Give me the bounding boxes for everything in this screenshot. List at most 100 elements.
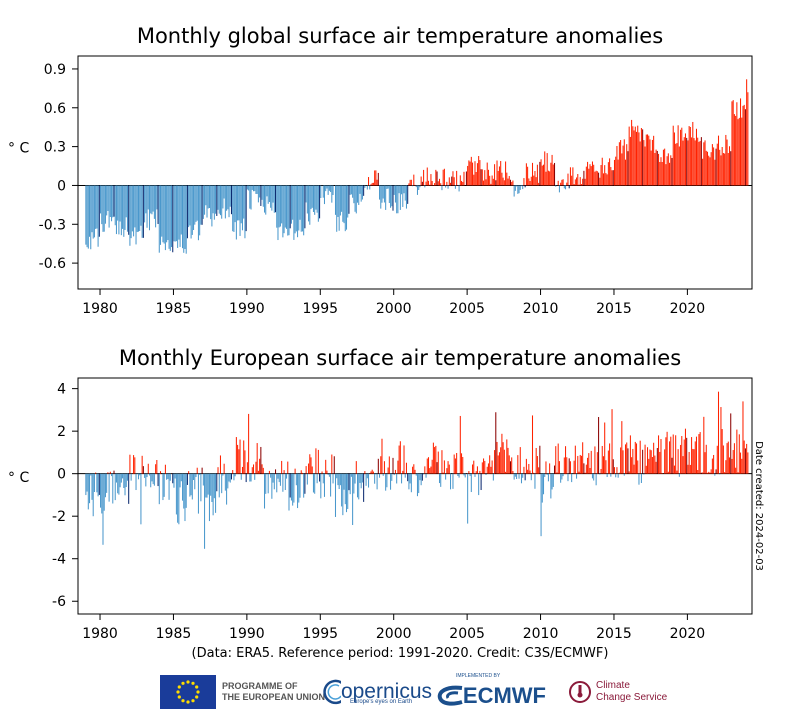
monthly-anomaly-bar (727, 153, 729, 186)
monthly-anomaly-bar (185, 473, 187, 508)
monthly-anomaly-bar (413, 174, 415, 186)
monthly-anomaly-bar (556, 472, 558, 474)
data-credit: (Data: ERA5. Reference period: 1991-2020… (191, 646, 609, 661)
monthly-anomaly-bar (288, 185, 290, 236)
monthly-anomaly-bar (372, 471, 374, 474)
monthly-anomaly-bar (396, 473, 398, 484)
monthly-anomaly-bar (283, 185, 285, 234)
monthly-anomaly-bar (241, 466, 244, 474)
eu-logo: PROGRAMME OF THE EUROPEAN UNION (160, 672, 325, 712)
monthly-anomaly-bar (85, 473, 87, 496)
monthly-anomaly-bar (446, 181, 448, 186)
monthly-anomaly-bar (139, 473, 141, 476)
monthly-anomaly-bar (557, 443, 559, 474)
monthly-anomaly-bar (579, 454, 581, 474)
plot-frame (77, 377, 753, 615)
monthly-anomaly-bar (191, 185, 193, 235)
monthly-anomaly-bar (100, 185, 102, 214)
monthly-anomaly-bar (490, 466, 492, 474)
monthly-anomaly-bar (443, 460, 445, 474)
monthly-anomaly-bar (392, 457, 394, 474)
monthly-anomaly-bar (502, 177, 504, 186)
monthly-anomaly-bar (364, 471, 366, 474)
monthly-anomaly-bar (119, 473, 121, 488)
monthly-anomaly-bar (279, 473, 281, 486)
c3s-text-line1: Climate (596, 680, 630, 691)
monthly-anomaly-bar (640, 473, 642, 484)
monthly-anomaly-bar (669, 441, 671, 474)
monthly-anomaly-bar (383, 185, 385, 203)
monthly-anomaly-bar (593, 473, 595, 481)
monthly-anomaly-bar (323, 185, 325, 205)
monthly-anomaly-bar (584, 178, 586, 186)
monthly-anomaly-bar (150, 185, 152, 214)
monthly-anomaly-bar (195, 473, 197, 478)
monthly-anomaly-bar (257, 470, 259, 474)
monthly-anomaly-bar (449, 473, 452, 490)
monthly-anomaly-bar (453, 177, 455, 186)
monthly-anomaly-bar (580, 184, 582, 186)
monthly-anomaly-bar (229, 185, 231, 207)
monthly-anomaly-bar (120, 473, 122, 483)
monthly-anomaly-bar (464, 473, 466, 478)
monthly-anomaly-bar (427, 457, 430, 474)
monthly-anomaly-bar (361, 185, 363, 200)
monthly-anomaly-bar (114, 185, 116, 226)
monthly-anomaly-bar (325, 185, 327, 192)
monthly-anomaly-bar (309, 185, 311, 225)
monthly-anomaly-bar (591, 473, 593, 479)
monthly-anomaly-bar (683, 137, 685, 186)
monthly-anomaly-bar (722, 445, 724, 474)
monthly-anomaly-bar (122, 185, 124, 229)
monthly-anomaly-bar (542, 473, 545, 495)
monthly-anomaly-bar (317, 449, 319, 474)
monthly-anomaly-bar (322, 473, 324, 484)
monthly-anomaly-bar (503, 449, 505, 474)
monthly-anomaly-bar (396, 185, 398, 214)
monthly-anomaly-bar (730, 413, 732, 474)
monthly-anomaly-bar (169, 185, 171, 251)
monthly-anomaly-bar (301, 472, 303, 474)
monthly-anomaly-bar (402, 470, 404, 474)
monthly-anomaly-bar (486, 466, 488, 474)
monthly-anomaly-bar (576, 473, 578, 479)
monthly-anomaly-bar (691, 137, 693, 186)
monthly-anomaly-bar (458, 473, 460, 478)
monthly-anomaly-bar (230, 473, 232, 480)
monthly-anomaly-bar (251, 467, 253, 474)
monthly-anomaly-bar (552, 164, 554, 186)
monthly-anomaly-bar (293, 473, 295, 503)
monthly-anomaly-bar (483, 180, 485, 186)
monthly-anomaly-bar (267, 473, 269, 494)
monthly-anomaly-bar (479, 470, 481, 474)
monthly-anomaly-bar (509, 179, 511, 186)
monthly-anomaly-bar (677, 125, 679, 186)
monthly-anomaly-bar (228, 185, 230, 218)
y-tick-label: -4 (52, 552, 66, 568)
monthly-anomaly-bar (158, 185, 160, 253)
monthly-anomaly-bar (414, 469, 416, 474)
monthly-anomaly-bar (547, 473, 549, 482)
monthly-anomaly-bar (431, 180, 433, 186)
monthly-anomaly-bar (711, 144, 713, 186)
monthly-anomaly-bar (604, 422, 606, 474)
x-tick-label: 1995 (302, 301, 338, 317)
monthly-anomaly-bar (337, 473, 339, 486)
monthly-anomaly-bar (743, 104, 745, 186)
monthly-anomaly-bar (256, 443, 258, 474)
monthly-anomaly-bar (338, 473, 340, 490)
monthly-anomaly-bar (157, 473, 159, 487)
monthly-anomaly-bar (262, 185, 264, 207)
monthly-anomaly-bar (204, 185, 206, 215)
monthly-anomaly-bar (252, 464, 255, 474)
monthly-anomaly-bar (638, 473, 640, 485)
monthly-anomaly-bar (151, 473, 153, 482)
monthly-anomaly-bar (397, 460, 399, 474)
monthly-anomaly-bar (602, 173, 604, 186)
monthly-anomaly-bar (320, 185, 322, 198)
monthly-anomaly-bar (561, 473, 563, 480)
monthly-anomaly-bar (234, 473, 236, 477)
monthly-anomaly-bar (635, 131, 638, 186)
ecmwf-tagline: IMPLEMENTED BY (456, 673, 501, 679)
monthly-anomaly-bar (124, 185, 126, 230)
